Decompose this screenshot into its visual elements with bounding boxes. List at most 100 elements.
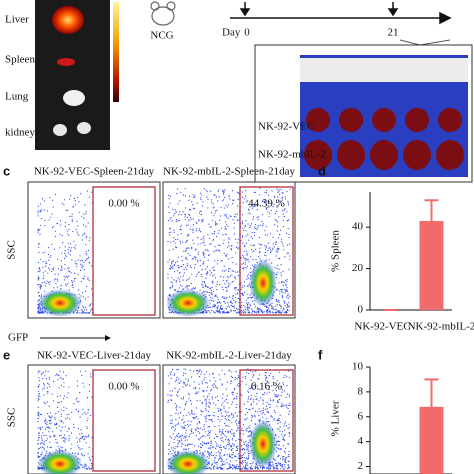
event-dot <box>204 450 206 452</box>
event-dot <box>179 435 181 437</box>
event-dot <box>38 415 40 417</box>
event-dot <box>38 251 40 253</box>
event-dot <box>178 219 180 221</box>
event-dot <box>88 456 90 459</box>
event-dot <box>280 289 282 291</box>
event-dot <box>60 434 62 436</box>
event-dot <box>211 272 213 274</box>
event-dot <box>264 413 266 415</box>
event-dot <box>218 250 221 252</box>
event-dot <box>77 411 79 413</box>
event-dot <box>44 290 46 292</box>
event-dot <box>259 224 261 226</box>
event-dot <box>217 468 219 470</box>
event-dot <box>43 281 46 283</box>
event-dot <box>177 256 179 258</box>
event-dot <box>60 285 62 287</box>
event-dot <box>47 382 49 384</box>
event-dot <box>256 308 258 311</box>
event-dot <box>83 217 85 219</box>
event-dot <box>245 259 247 261</box>
panel-label: d <box>318 163 326 178</box>
event-dot <box>176 404 178 406</box>
event-dot <box>283 376 285 379</box>
event-dot <box>228 237 230 239</box>
event-dot <box>220 434 222 436</box>
event-dot <box>179 271 181 273</box>
event-dot <box>195 370 197 372</box>
event-dot <box>265 311 268 313</box>
event-dot <box>51 415 53 417</box>
event-dot <box>216 311 218 313</box>
event-dot <box>42 371 45 373</box>
event-dot <box>252 216 255 218</box>
event-dot <box>259 251 261 253</box>
event-dot <box>276 304 278 306</box>
event-dot <box>286 220 288 222</box>
event-dot <box>70 432 72 434</box>
event-dot <box>75 408 77 411</box>
event-dot <box>218 451 220 453</box>
event-dot <box>38 295 41 297</box>
event-dot <box>284 292 286 294</box>
event-dot <box>286 406 288 408</box>
event-dot <box>225 269 227 271</box>
event-dot <box>277 251 279 253</box>
event-dot <box>185 378 187 380</box>
event-dot <box>173 240 175 242</box>
event-dot <box>62 371 64 373</box>
event-dot <box>258 308 260 310</box>
event-dot <box>47 253 50 256</box>
event-dot <box>46 391 48 393</box>
event-dot <box>258 400 260 402</box>
event-dot <box>284 256 286 258</box>
density <box>249 420 277 468</box>
event-dot <box>247 442 250 444</box>
event-dot <box>242 202 244 204</box>
event-dot <box>38 277 40 279</box>
event-dot <box>90 414 92 417</box>
event-dot <box>215 380 217 382</box>
event-dot <box>213 311 215 313</box>
event-dot <box>220 455 222 457</box>
event-dot <box>213 266 215 268</box>
ruler <box>300 58 468 82</box>
event-dot <box>246 430 248 432</box>
event-dot <box>246 285 249 287</box>
event-dot <box>246 200 248 202</box>
event-dot <box>74 260 76 262</box>
y-tick-label: 8 <box>358 385 364 397</box>
event-dot <box>86 420 88 422</box>
event-dot <box>78 439 80 441</box>
event-dot <box>181 266 183 268</box>
event-dot <box>241 220 243 222</box>
event-dot <box>168 206 170 208</box>
event-dot <box>225 447 227 450</box>
event-dot <box>180 191 182 193</box>
event-dot <box>200 443 202 445</box>
event-dot <box>225 419 228 421</box>
event-dot <box>170 399 172 401</box>
event-dot <box>189 208 191 211</box>
event-dot <box>79 416 81 418</box>
event-dot <box>56 286 58 288</box>
event-dot <box>288 432 290 434</box>
event-dot <box>277 440 280 442</box>
event-dot <box>235 312 238 314</box>
inset-row-label: NK-92-VEC <box>258 121 314 133</box>
event-dot <box>215 210 217 212</box>
event-dot <box>224 189 226 191</box>
event-dot <box>213 238 215 240</box>
event-dot <box>230 414 232 416</box>
event-dot <box>209 467 211 469</box>
event-dot <box>90 310 92 312</box>
event-dot <box>51 227 54 229</box>
event-dot <box>38 379 41 382</box>
event-dot <box>81 264 83 266</box>
event-dot <box>199 388 201 390</box>
event-dot <box>214 425 216 427</box>
event-dot <box>55 438 57 441</box>
event-dot <box>167 273 169 275</box>
event-dot <box>269 404 271 406</box>
event-dot <box>175 238 177 241</box>
